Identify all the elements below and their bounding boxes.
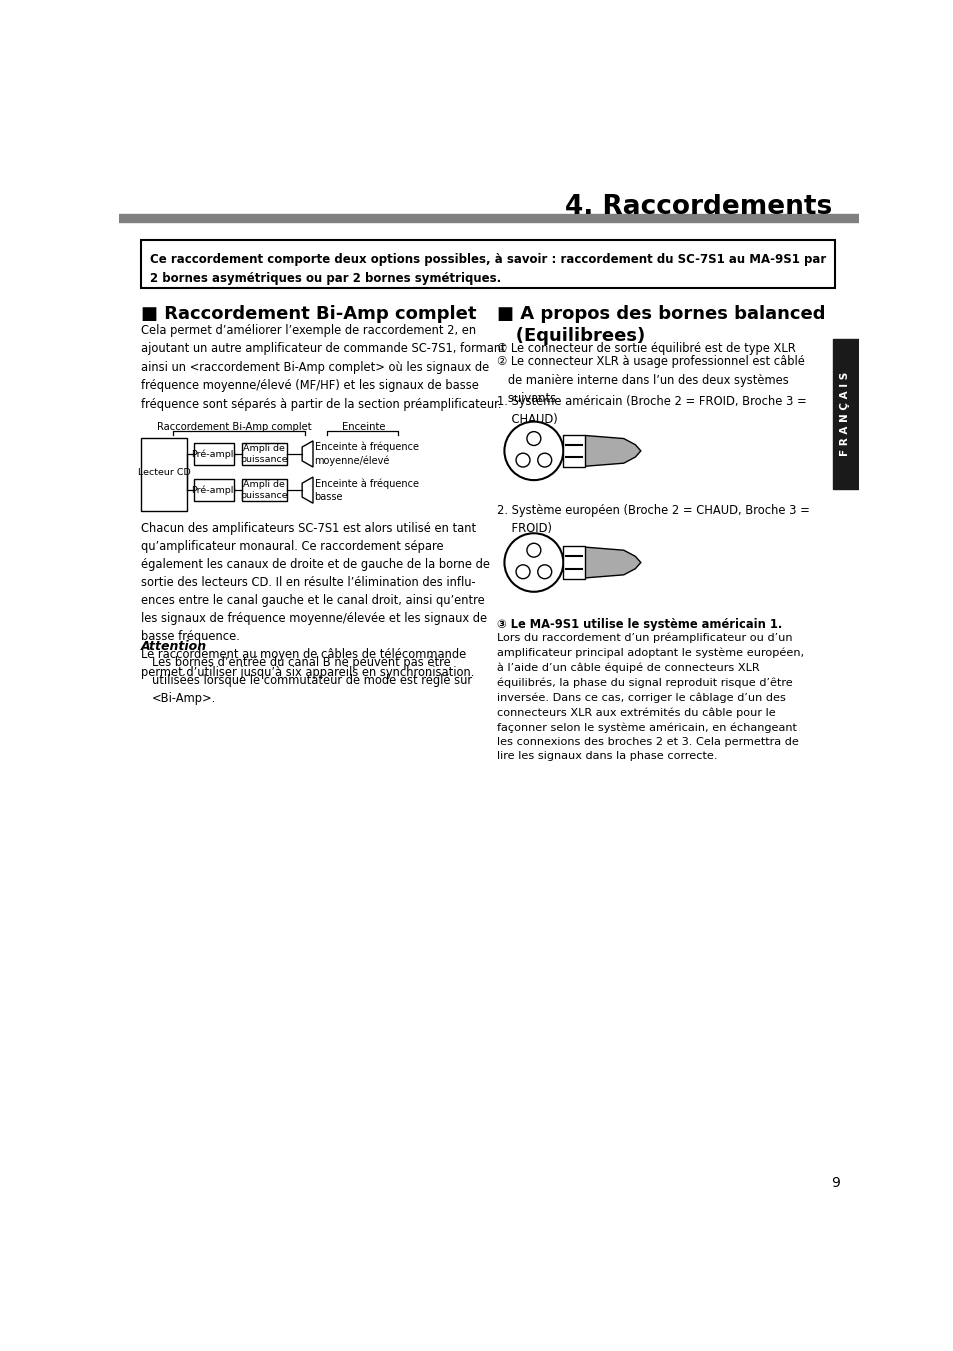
Bar [562,435,584,467]
Bar [241,443,286,465]
Circle shape [537,453,551,467]
Text: 2. Système européen (Broche 2 = CHAUD, Broche 3 =
    FROID): 2. Système européen (Broche 2 = CHAUD, B… [497,504,809,535]
Text: Cela permet d’améliorer l’exemple de raccordement 2, en
ajoutant un autre amplif: Cela permet d’améliorer l’exemple de rac… [141,324,505,411]
Text: ① Le connecteur de sortie équilibré est de type XLR: ① Le connecteur de sortie équilibré est … [497,342,796,354]
Text: Enceinte à fréquence
basse: Enceinte à fréquence basse [314,478,418,501]
Text: 9: 9 [830,1177,840,1190]
Text: Lors du raccordement d’un préamplificateur ou d’un
amplificateur principal adopt: Lors du raccordement d’un préamplificate… [497,632,803,761]
Circle shape [526,543,540,557]
Circle shape [504,534,562,592]
Polygon shape [302,477,313,503]
Text: Pré-ampli: Pré-ampli [192,485,236,494]
Bar [141,438,187,511]
Text: Ampli de
puissance: Ampli de puissance [240,444,288,463]
Polygon shape [584,547,640,578]
Text: ■ A propos des bornes balanced
   (Equilibrees): ■ A propos des bornes balanced (Equilibr… [497,304,825,346]
Bar [119,213,858,222]
Text: 1. Système américain (Broche 2 = FROID, Broche 3 =
    CHAUD): 1. Système américain (Broche 2 = FROID, … [497,394,806,426]
Polygon shape [584,435,640,466]
Text: Enceinte à fréquence
moyenne/élevé: Enceinte à fréquence moyenne/élevé [314,442,418,466]
Text: 4. Raccordements: 4. Raccordements [564,193,831,220]
Bar [832,339,858,489]
Text: ■ Raccordement Bi-Amp complet: ■ Raccordement Bi-Amp complet [141,304,476,323]
Bar [141,240,835,288]
Bar [241,480,286,501]
Circle shape [516,565,530,578]
Bar [193,443,233,465]
Polygon shape [302,440,313,467]
Text: Pré-ampli: Pré-ampli [192,449,236,459]
Circle shape [537,565,551,578]
Text: Attention: Attention [141,639,207,653]
Text: ② Le connecteur XLR à usage professionnel est câblé
   de manière interne dans l: ② Le connecteur XLR à usage professionne… [497,355,804,405]
Bar [562,546,584,578]
Text: Les bornes d’entrée du canal B ne peuvent pas être
utilisées lorsque le commutat: Les bornes d’entrée du canal B ne peuven… [152,655,472,705]
Bar [193,480,233,501]
Circle shape [504,422,562,480]
Circle shape [516,453,530,467]
Text: Chacun des amplificateurs SC-7S1 est alors utilisé en tant
qu’amplificateur mona: Chacun des amplificateurs SC-7S1 est alo… [141,523,490,680]
Text: Lecteur CD: Lecteur CD [137,469,191,477]
Text: ③ Le MA-9S1 utilise le système américain 1.: ③ Le MA-9S1 utilise le système américain… [497,617,781,631]
Text: Enceinte: Enceinte [341,423,385,432]
Text: Ce raccordement comporte deux options possibles, à savoir : raccordement du SC-7: Ce raccordement comporte deux options po… [150,253,825,285]
Circle shape [526,431,540,446]
Text: F R A N Ç A I S: F R A N Ç A I S [840,372,849,457]
Text: Ampli de
puissance: Ampli de puissance [240,481,288,500]
Text: Raccordement Bi-Amp complet: Raccordement Bi-Amp complet [156,423,311,432]
